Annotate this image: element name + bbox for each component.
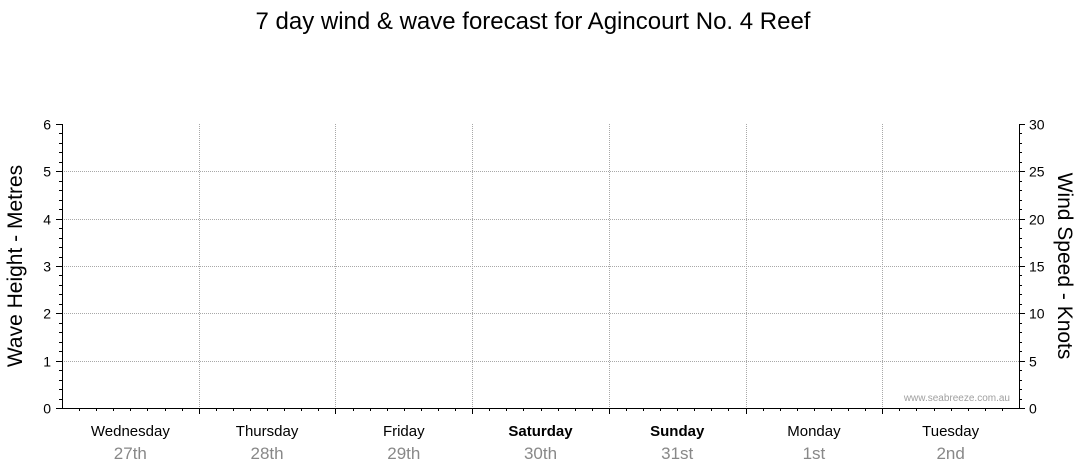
day-name-label: Monday bbox=[787, 423, 841, 440]
day-name-label: Saturday bbox=[508, 423, 573, 440]
day-date-label: 29th bbox=[387, 444, 420, 463]
left-tick-label: 1 bbox=[43, 354, 51, 370]
day-date-label: 28th bbox=[251, 444, 284, 463]
day-date-label: 27th bbox=[114, 444, 147, 463]
left-tick-label: 5 bbox=[43, 164, 51, 180]
right-axis-label: Wind Speed - Knots bbox=[1053, 173, 1076, 360]
right-tick-label: 10 bbox=[1029, 306, 1045, 322]
left-tick-label: 2 bbox=[43, 306, 51, 322]
right-tick-label: 5 bbox=[1029, 354, 1037, 370]
day-name-label: Friday bbox=[383, 423, 425, 440]
day-date-label: 1st bbox=[803, 444, 826, 463]
grid-lines bbox=[62, 124, 1019, 408]
right-axis: 0 5 10 15 20 25 30 bbox=[1019, 117, 1045, 417]
right-tick-label: 25 bbox=[1029, 164, 1045, 180]
day-name-label: Wednesday bbox=[91, 423, 170, 440]
day-date-label: 30th bbox=[524, 444, 557, 463]
day-name-label: Tuesday bbox=[922, 423, 979, 440]
chart-title: 7 day wind & wave forecast for Agincourt… bbox=[256, 8, 811, 35]
day-date-label: 31st bbox=[661, 444, 693, 463]
day-date-label: 2nd bbox=[936, 444, 964, 463]
day-name-label: Thursday bbox=[236, 423, 299, 440]
left-tick-label: 0 bbox=[43, 401, 51, 417]
right-tick-label: 0 bbox=[1029, 401, 1037, 417]
day-name-label: Sunday bbox=[650, 423, 705, 440]
left-tick-label: 4 bbox=[43, 212, 51, 228]
right-tick-label: 15 bbox=[1029, 259, 1045, 275]
left-axis-label: Wave Height - Metres bbox=[4, 165, 27, 367]
watermark: www.seabreeze.com.au bbox=[903, 393, 1010, 404]
left-axis: 0 1 2 3 4 5 6 bbox=[43, 117, 62, 417]
x-axis: Wednesday 27th Thursday 28th Friday 29th Satur… bbox=[79, 408, 1003, 463]
left-tick-label: 6 bbox=[43, 117, 51, 133]
right-tick-label: 20 bbox=[1029, 212, 1045, 228]
left-tick-label: 3 bbox=[43, 259, 51, 275]
right-tick-label: 30 bbox=[1029, 117, 1045, 133]
